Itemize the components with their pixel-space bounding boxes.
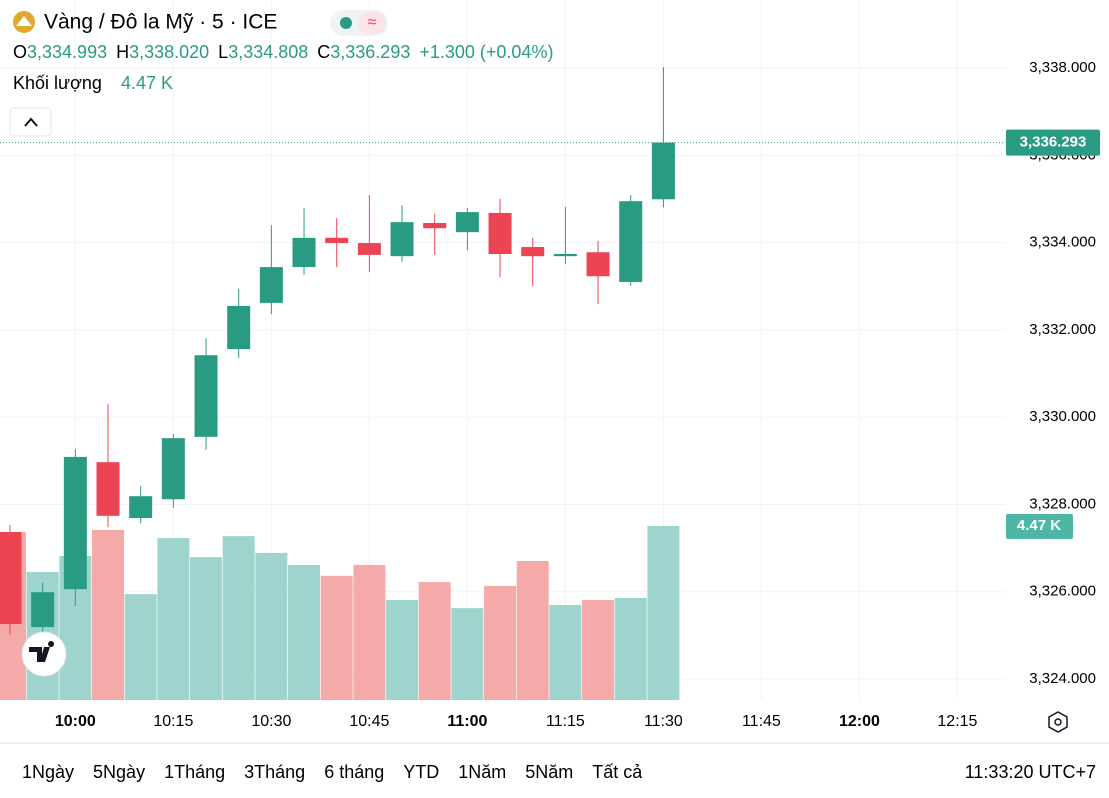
candle-body (96, 462, 120, 516)
y-tick-label: 3,332.000 (1029, 321, 1096, 338)
x-tick-label: 11:00 (447, 713, 487, 730)
volume-bar (92, 529, 125, 700)
range-button[interactable]: 3Tháng (244, 762, 305, 782)
volume-bar (157, 538, 190, 700)
ohlc-key: O (13, 42, 27, 62)
candle-body (227, 305, 251, 350)
volume-bar (451, 608, 484, 700)
volume-bar (582, 599, 615, 700)
x-tick-label: 10:45 (349, 713, 389, 730)
y-tick-label: 3,330.000 (1029, 408, 1096, 425)
range-button[interactable]: 1Ngày (22, 762, 74, 782)
candle-body (488, 212, 512, 254)
range-button[interactable]: 5Ngày (93, 762, 145, 782)
volume-bar (288, 564, 321, 700)
volume-bar (222, 536, 255, 700)
range-button[interactable]: YTD (403, 762, 439, 782)
range-button[interactable]: 1Tháng (164, 762, 225, 782)
tv-logo (29, 641, 55, 662)
y-tick-label: 3,324.000 (1029, 670, 1096, 687)
settings-dot (1054, 718, 1062, 726)
candle-body (129, 496, 153, 519)
candle-body (259, 267, 283, 303)
candle-body (521, 247, 545, 257)
volume-bar (353, 564, 386, 700)
volume-bar (647, 526, 680, 700)
volume-bar (614, 598, 647, 700)
x-tick-label: 11:45 (742, 713, 781, 730)
ohlc-value: 3,336.293 (330, 42, 410, 62)
volume-value: 4.47 K (121, 73, 173, 93)
candle-body (423, 223, 447, 229)
x-tick-label: 10:00 (55, 713, 96, 730)
x-tick-label: 10:30 (251, 713, 291, 730)
delayed-icon: ≈ (368, 14, 377, 31)
volume-marker-box (1006, 514, 1073, 539)
range-button[interactable]: 5Năm (525, 762, 573, 782)
x-tick-label: 12:00 (839, 713, 880, 730)
volume-bar (124, 594, 157, 700)
volume-bar (320, 575, 353, 700)
y-tick-label: 3,338.000 (1029, 59, 1096, 76)
price-change: +1.300 (+0.04%) (419, 42, 553, 62)
ohlc-key: H (116, 42, 129, 62)
candle-body (194, 355, 218, 437)
range-button[interactable]: 6 tháng (324, 762, 384, 782)
volume-marker-label: 4.47 K (1017, 517, 1061, 534)
clock: 11:33:20 UTC+7 (965, 762, 1096, 782)
candle-body (651, 142, 675, 200)
ohlc-row: O 3,334.993 H 3,338.020 L 3,334.808 C 3,336.293… (13, 42, 553, 62)
volume-bar (190, 557, 223, 700)
settings-icon[interactable] (1048, 711, 1068, 733)
overlay: 3,336.293 4.47 K (0, 129, 1100, 539)
candle-body (390, 222, 414, 257)
candle-body (357, 243, 381, 255)
candle-body (325, 237, 349, 244)
range-button[interactable]: 1Năm (458, 762, 506, 782)
ohlc-value: 3,334.808 (228, 42, 308, 62)
volume-layer (0, 526, 680, 700)
candle-body (292, 237, 316, 268)
volume-bar (549, 605, 582, 700)
collapse-icon (24, 117, 38, 127)
x-tick-label: 12:15 (937, 713, 977, 730)
y-tick-label: 3,326.000 (1029, 583, 1096, 600)
y-tick-label: 3,328.000 (1029, 495, 1096, 512)
last-price-label: 3,336.293 (1020, 134, 1087, 151)
y-tick-label: 3,334.000 (1029, 234, 1096, 251)
range-button[interactable]: Tất cả (592, 762, 643, 782)
symbol-title[interactable]: Vàng / Đô la Mỹ · 5 · ICE (44, 11, 277, 34)
volume-bar (255, 552, 288, 700)
candle-body (586, 252, 610, 277)
last-price-box (1006, 129, 1100, 156)
ohlc-value: 3,334.993 (27, 42, 107, 62)
market-status (340, 17, 352, 29)
x-tick-label: 10:15 (153, 713, 193, 730)
candle-body (161, 438, 185, 500)
volume-bar (516, 561, 549, 700)
candle-body (619, 201, 643, 282)
ohlc-key: L (218, 42, 228, 62)
candle-body (31, 592, 55, 628)
candle-layer (0, 67, 675, 636)
logo-mark (16, 16, 32, 26)
candle-body (455, 212, 479, 233)
candle-body (63, 456, 87, 590)
volume-title: Khối lượng (13, 73, 102, 93)
toolbar: 1Ngày 5Ngày 1Tháng 3Tháng 6 tháng YTD 1Năm 5Năm… (22, 762, 643, 782)
ohlc-value: 3,338.020 (129, 42, 209, 62)
volume-bar (386, 599, 419, 700)
x-tick-label: 11:30 (644, 713, 683, 730)
volume-bar (484, 585, 517, 700)
delayed-badge (358, 12, 386, 34)
candle-body (0, 531, 22, 625)
x-tick-label: 11:15 (546, 713, 585, 730)
volume-bar (418, 582, 451, 700)
collapse-button[interactable] (9, 107, 52, 137)
ohlc-key: C (317, 42, 330, 62)
candle-body (553, 253, 577, 257)
